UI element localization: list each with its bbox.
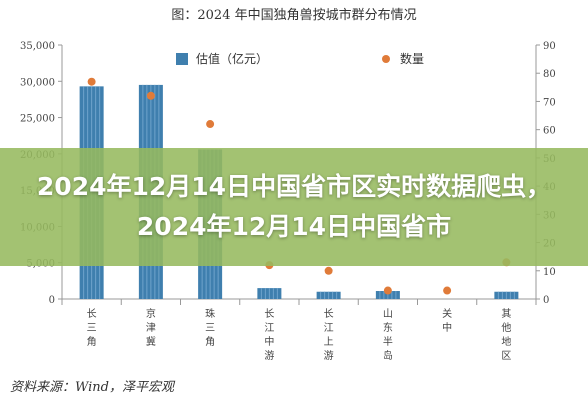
category-label: 中: [264, 335, 274, 348]
left-tick-label: 30,000: [20, 77, 55, 88]
category-label: 游: [324, 349, 334, 362]
right-tick-label: 0: [543, 295, 549, 306]
category-label: 角: [205, 336, 215, 348]
banner-text: 2024年12月14日中国省市区实时数据爬虫，2024年12月14日中国省市: [36, 172, 552, 241]
category-label: 区: [501, 350, 511, 362]
right-tick-label: 90: [543, 41, 556, 52]
source-note: 资料来源：Wind，泽平宏观: [10, 380, 174, 395]
category-label: 半: [383, 335, 393, 348]
right-tick-label: 60: [543, 126, 556, 137]
legend-swatch-point: [382, 55, 390, 63]
data-point: [206, 120, 215, 129]
legend-label-bar: 估值（亿元）: [196, 51, 268, 66]
category-label: 中: [442, 321, 452, 334]
legend-label-point: 数量: [400, 51, 424, 66]
data-point: [324, 266, 333, 275]
category-label: 三: [87, 323, 97, 334]
category-label: 关: [442, 307, 452, 320]
data-point: [87, 77, 96, 86]
category-label: 江: [324, 322, 334, 334]
category-label: 岛: [383, 349, 393, 362]
right-tick-label: 80: [543, 69, 556, 80]
right-tick-label: 70: [543, 97, 556, 108]
left-tick-label: 25,000: [20, 114, 55, 125]
category-label: 其: [501, 308, 511, 320]
right-tick-label: 10: [543, 267, 556, 278]
data-point: [383, 286, 392, 295]
chart-title: 图：2024 年中国独角兽按城市群分布情况: [171, 7, 416, 23]
category-label: 津: [146, 322, 156, 334]
category-label: 江: [264, 322, 274, 334]
left-tick-label: 35,000: [20, 41, 55, 52]
category-label: 地: [501, 335, 511, 348]
category-label: 他: [501, 321, 511, 334]
category-label: 东: [383, 321, 393, 334]
category-label: 长: [324, 308, 334, 320]
category-label: 上: [324, 336, 334, 348]
category-label: 游: [264, 349, 274, 362]
category-label: 长: [87, 308, 97, 320]
category-label: 长: [264, 308, 274, 320]
category-label: 珠: [205, 307, 215, 320]
data-point: [146, 91, 155, 100]
left-tick-label: 0: [49, 295, 55, 306]
category-label: 角: [87, 336, 97, 348]
category-label: 冀: [146, 335, 156, 348]
category-label: 京: [146, 307, 156, 320]
category-label: 山: [383, 308, 393, 320]
category-label: 三: [205, 323, 215, 334]
legend-swatch-bar: [176, 53, 188, 65]
data-point: [443, 286, 452, 295]
banner-overlay: 2024年12月14日中国省市区实时数据爬虫，2024年12月14日中国省市: [0, 148, 588, 266]
